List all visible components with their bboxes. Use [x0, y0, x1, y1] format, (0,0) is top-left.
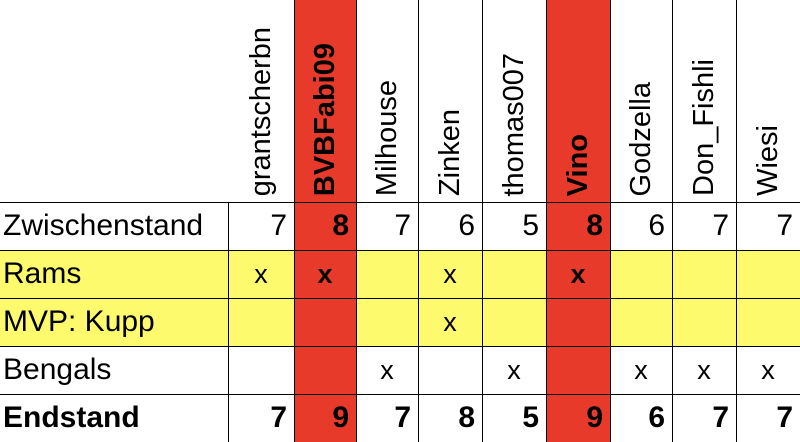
tip-mark-cell: x [380, 354, 394, 385]
score-cell: 9 [332, 401, 349, 434]
score-cell: 9 [586, 401, 603, 434]
player-name: grantscherbn [244, 26, 277, 196]
score-cell: 5 [522, 401, 539, 434]
grid-vline [546, 0, 547, 442]
grid-vline [482, 0, 483, 442]
score-cell: 6 [648, 401, 665, 434]
tip-mark-cell [546, 346, 610, 394]
score-cell: 7 [776, 209, 793, 242]
player-header-grantscherbn: grantscherbn [228, 0, 294, 202]
tip-mark-cell [482, 250, 546, 298]
player-name: Milhouse [370, 79, 403, 196]
row-label: Rams [3, 257, 82, 290]
player-header-milhouse: Milhouse [356, 0, 418, 202]
tip-mark-cell [672, 298, 736, 346]
grid-vline [418, 0, 419, 442]
score-cell: 7 [270, 209, 287, 242]
player-name: thomas007 [497, 52, 530, 197]
score-cell: 8 [586, 209, 603, 242]
grid-hline [0, 202, 800, 203]
player-name: Wiesi [751, 125, 784, 196]
grid-hline [0, 394, 800, 395]
score-cell: 8 [458, 401, 475, 434]
player-header-bvbfabi09: BVBFabi09 [294, 0, 356, 202]
score-cell: 6 [648, 209, 665, 242]
tip-mark-cell [736, 250, 800, 298]
tip-mark-cell [736, 298, 800, 346]
grid-hline [0, 298, 800, 299]
grid-vline [228, 202, 229, 442]
tip-mark-cell: x [761, 354, 775, 385]
score-cell: 7 [394, 401, 411, 434]
tip-mark-cell [418, 346, 482, 394]
tip-mark-cell [482, 298, 546, 346]
player-name: Vino [561, 133, 594, 196]
player-header-thomas007: thomas007 [482, 0, 546, 202]
tip-mark-cell [672, 250, 736, 298]
row-label: Endstand [3, 401, 140, 434]
player-name: Don_Fishli [687, 59, 720, 196]
tip-mark-cell [546, 298, 610, 346]
player-header-zinken: Zinken [418, 0, 482, 202]
tip-mark-cell [294, 298, 356, 346]
grid-vline [672, 0, 673, 442]
tip-mark-cell [356, 298, 418, 346]
tip-mark-cell [610, 250, 672, 298]
grid-vline [610, 0, 611, 442]
row-fill [0, 250, 800, 298]
tip-mark-cell [294, 346, 356, 394]
tip-mark-cell: x [507, 354, 521, 385]
row-label: MVP: Kupp [3, 305, 155, 338]
score-cell: 7 [776, 401, 793, 434]
grid-vline [736, 0, 737, 442]
score-cell: 8 [332, 209, 349, 242]
player-header-don-fishli: Don_Fishli [672, 0, 736, 202]
row-label: Zwischenstand [3, 209, 204, 242]
row-fill [0, 298, 800, 346]
score-cell: 7 [394, 209, 411, 242]
player-name: Zinken [433, 108, 466, 196]
tip-mark-cell: x [697, 354, 711, 385]
tip-mark-cell: x [443, 258, 457, 289]
grid-hline [0, 250, 800, 251]
tip-mark-cell: x [634, 354, 648, 385]
score-cell: 5 [522, 209, 539, 242]
tip-mark-cell [610, 298, 672, 346]
player-name: Godzella [624, 81, 657, 196]
highlight-stripe [294, 0, 356, 442]
tip-mark-cell [228, 298, 294, 346]
score-cell: 7 [712, 209, 729, 242]
tip-mark-cell: x [570, 258, 586, 289]
tip-mark-cell [356, 250, 418, 298]
tip-mark-cell: x [317, 258, 333, 289]
grid-hline [0, 346, 800, 347]
player-header-godzella: Godzella [610, 0, 672, 202]
score-cell: 7 [270, 401, 287, 434]
highlight-stripe [546, 0, 610, 442]
player-name: BVBFabi09 [308, 42, 341, 196]
tip-mark-cell: x [254, 258, 268, 289]
player-header-wiesi: Wiesi [736, 0, 800, 202]
player-header-vino: Vino [546, 0, 610, 202]
row-label: Bengals [3, 353, 112, 386]
grid-vline [356, 0, 357, 442]
score-cell: 7 [712, 401, 729, 434]
score-cell: 6 [458, 209, 475, 242]
tip-mark-cell: x [443, 306, 457, 337]
tip-mark-cell [228, 346, 294, 394]
grid-vline [294, 0, 295, 442]
